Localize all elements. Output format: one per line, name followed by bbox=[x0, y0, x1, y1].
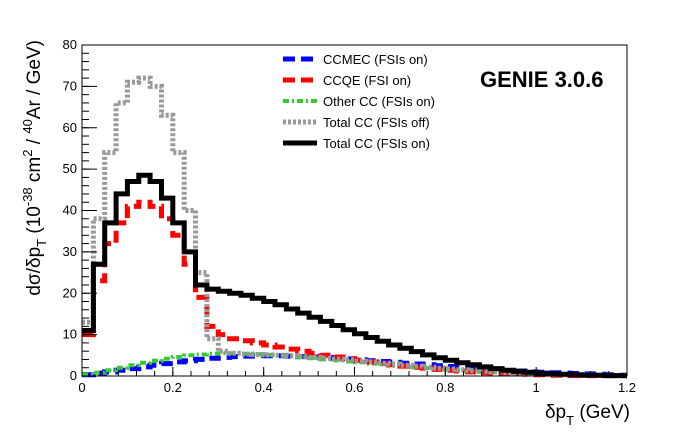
x-axis-title-main: δp bbox=[545, 402, 566, 423]
ticks-layer: 0 0.2 0.4 0.6 0.8 1 1.2 0 10 20 30 40 50 60 70 80 bbox=[63, 37, 637, 395]
x-axis-title: δpT (GeV) bbox=[545, 402, 630, 428]
legend-label-3: Total CC (FSIs off) bbox=[323, 115, 430, 130]
y-tick-label: 80 bbox=[63, 37, 77, 52]
x-axis-title-sub: T bbox=[566, 413, 574, 428]
series-line-3 bbox=[82, 75, 627, 379]
y-tick-label: 30 bbox=[63, 244, 77, 259]
x-tick-label: 1.2 bbox=[618, 380, 636, 395]
y-axis-title-tail: Ar / GeV) bbox=[24, 40, 45, 119]
y-tick-label: 40 bbox=[63, 203, 77, 218]
x-tick-label: 1 bbox=[533, 380, 540, 395]
series-line-1 bbox=[82, 199, 627, 379]
y-axis-title-sup1: -38 bbox=[20, 187, 35, 206]
x-tick-label: 0.2 bbox=[164, 380, 182, 395]
y-axis-title-mid: (10 bbox=[24, 206, 45, 239]
y-tick-label: 50 bbox=[63, 161, 77, 176]
legend-label-4: Total CC (FSIs on) bbox=[323, 136, 430, 151]
y-tick-label: 10 bbox=[63, 327, 77, 342]
legend-label-2: Other CC (FSIs on) bbox=[323, 94, 435, 109]
legend: CCMEC (FSIs on) CCQE (FSI on) Other CC (FS… bbox=[283, 52, 435, 151]
y-tick-label: 70 bbox=[63, 78, 77, 93]
y-axis-title-sup2: 2 bbox=[20, 150, 35, 157]
x-tick-label: 0.8 bbox=[436, 380, 454, 395]
x-tick-label: 0.4 bbox=[255, 380, 273, 395]
x-tick-label: 0.6 bbox=[345, 380, 363, 395]
y-axis-title-sup3: 40 bbox=[20, 119, 35, 133]
annotation-label: GENIE 3.0.6 bbox=[480, 67, 604, 92]
y-tick-label: 60 bbox=[63, 120, 77, 135]
y-axis-title: dσ/δpT (10-38 cm2 / 40Ar / GeV) bbox=[20, 40, 49, 296]
y-tick-label: 20 bbox=[63, 285, 77, 300]
y-tick-label: 0 bbox=[70, 368, 77, 383]
y-axis-title-mid3: / bbox=[24, 134, 45, 150]
x-axis-title-unit: (GeV) bbox=[574, 402, 630, 423]
legend-label-0: CCMEC (FSIs on) bbox=[323, 52, 428, 67]
x-tick-label: 0 bbox=[78, 380, 85, 395]
legend-label-1: CCQE (FSI on) bbox=[323, 73, 411, 88]
y-axis-title-mid2: cm bbox=[24, 157, 45, 188]
series-line-4 bbox=[82, 172, 627, 379]
y-axis-title-sub1: T bbox=[34, 239, 49, 247]
y-axis-title-main: dσ/δp bbox=[24, 247, 45, 296]
